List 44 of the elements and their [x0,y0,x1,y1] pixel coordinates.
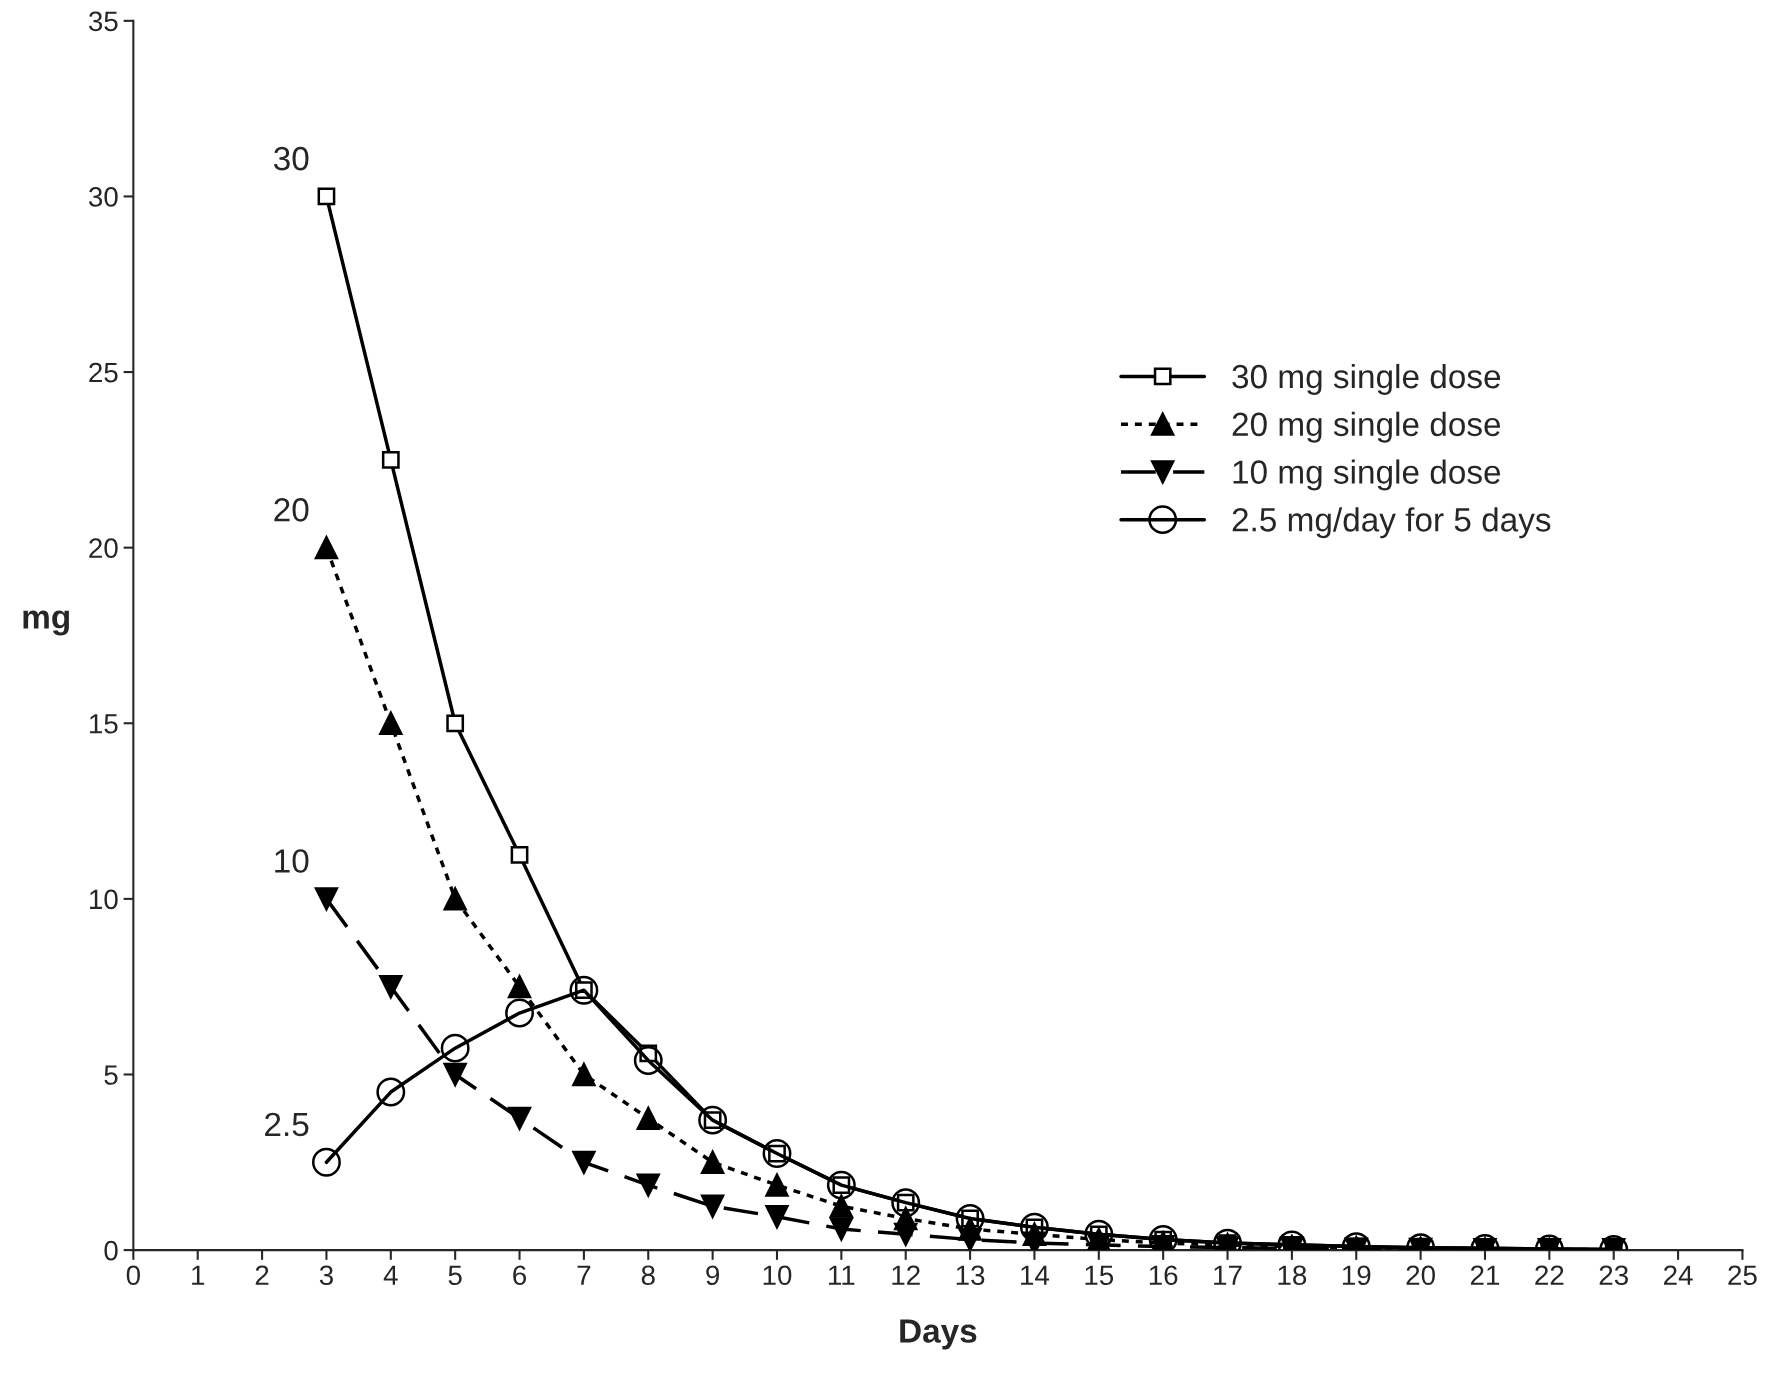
x-tick-label: 9 [706,1265,720,1286]
x-tick-label: 10 [763,1265,792,1286]
x-tick-label: 19 [1342,1265,1371,1286]
y-tick-label: 10 [89,889,118,910]
x-tick-label: 16 [1149,1265,1178,1286]
x-tick-label: 7 [577,1265,591,1285]
legend-label: 10 mg single dose [1233,459,1501,491]
annotation: 2.5 [265,1112,309,1137]
annotation: 20 [274,498,309,522]
x-tick-label: 8 [641,1265,655,1286]
x-tick-label: 15 [1085,1265,1114,1286]
x-tick-label: 11 [829,1265,855,1285]
x-tick-label: 2 [255,1265,269,1285]
annotation: 30 [273,146,309,171]
x-tick-label: 23 [1599,1265,1628,1286]
x-tick-label: 22 [1535,1265,1564,1285]
y-tick-label: 35 [88,11,118,32]
legend-label: 30 mg single dose [1232,363,1501,395]
x-tick-label: 14 [1021,1265,1050,1285]
x-tick-label: 21 [1470,1265,1500,1285]
legend-label: 20 mg single dose [1232,411,1501,443]
x-tick-label: 1 [192,1265,205,1285]
annotation: 10 [275,849,309,873]
y-tick-label: 30 [88,187,118,207]
y-tick-label: 20 [89,538,118,558]
legend-label: 2.5 mg/day for 5 days [1232,507,1551,539]
x-tick-label: 20 [1406,1265,1435,1286]
y-tick-label: 25 [89,362,118,383]
x-tick-label: 0 [126,1265,140,1286]
x-tick-label: 4 [383,1265,398,1285]
x-tick-label: 25 [1728,1265,1757,1286]
y-axis-title: mg [23,610,69,636]
x-tick-label: 3 [319,1265,333,1286]
y-tick-label: 5 [104,1065,118,1085]
x-tick-label: 13 [956,1265,985,1286]
x-tick-label: 18 [1278,1265,1307,1286]
x-tick-label: 12 [892,1265,920,1285]
x-tick-label: 5 [448,1265,462,1286]
y-tick-label: 15 [89,714,118,734]
y-tick-label: 0 [104,1240,118,1261]
x-tick-label: 6 [513,1265,527,1286]
x-axis-title: Days [900,1319,977,1350]
x-tick-label: 17 [1214,1265,1242,1285]
x-tick-label: 24 [1664,1265,1693,1285]
